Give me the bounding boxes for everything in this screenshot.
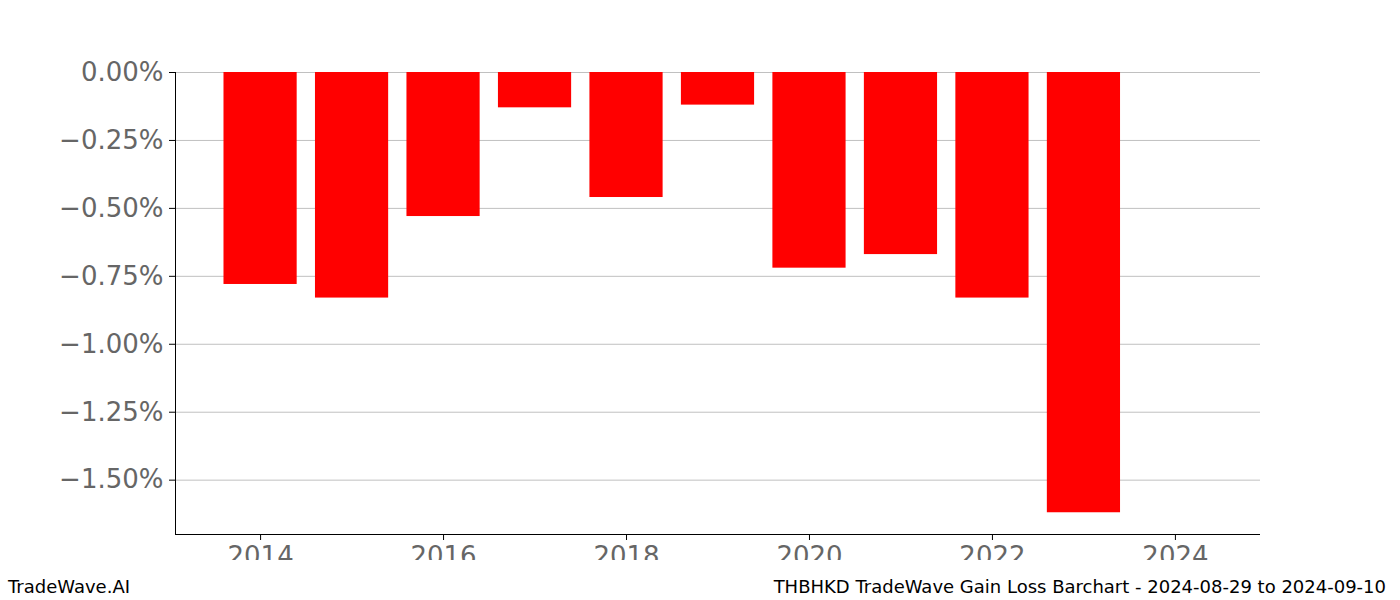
- svg-text:2018: 2018: [593, 541, 659, 560]
- svg-text:2022: 2022: [959, 541, 1025, 560]
- svg-text:−0.25%: −0.25%: [59, 125, 163, 155]
- svg-text:2020: 2020: [776, 541, 842, 560]
- svg-text:−1.00%: −1.00%: [59, 329, 163, 359]
- svg-text:−1.50%: −1.50%: [59, 464, 163, 494]
- html-text:TradeWave.AI: TradeWave.AI: [8, 576, 130, 597]
- svg-text:−0.50%: −0.50%: [59, 193, 163, 223]
- html-text:THBHKD TradeWave Gain Loss Bar: THBHKD TradeWave Gain Loss Barchart - 20…: [773, 576, 1386, 597]
- svg-text:0.00%: 0.00%: [81, 57, 164, 87]
- svg-text:−0.75%: −0.75%: [59, 261, 163, 291]
- svg-text:−1.25%: −1.25%: [59, 397, 163, 427]
- svg-text:2014: 2014: [227, 541, 293, 560]
- svg-text:2024: 2024: [1142, 541, 1208, 560]
- svg-text:2016: 2016: [410, 541, 476, 560]
